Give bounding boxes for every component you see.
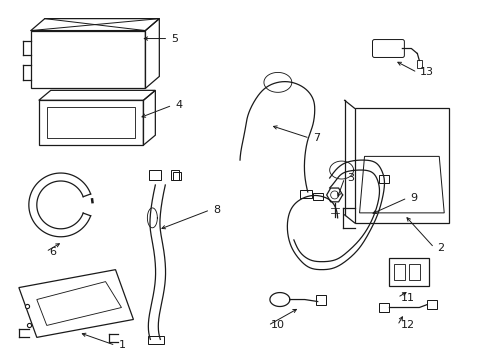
Bar <box>148 336 164 345</box>
Text: 7: 7 <box>312 133 319 143</box>
Text: 12: 12 <box>400 320 414 330</box>
Text: 8: 8 <box>213 205 220 215</box>
Bar <box>315 294 325 305</box>
Text: 13: 13 <box>420 67 433 77</box>
Bar <box>394 264 405 280</box>
Bar <box>408 264 420 280</box>
Text: 10: 10 <box>270 320 285 330</box>
Bar <box>171 170 179 180</box>
Bar <box>379 302 388 312</box>
Text: 3: 3 <box>347 173 354 183</box>
Bar <box>427 300 436 310</box>
Text: 2: 2 <box>436 243 444 253</box>
Bar <box>388 258 428 285</box>
Bar <box>149 170 161 180</box>
Bar <box>416 60 422 68</box>
Bar <box>312 193 322 200</box>
Text: 4: 4 <box>175 100 182 110</box>
Text: 11: 11 <box>400 293 413 302</box>
Text: 5: 5 <box>171 33 178 44</box>
Bar <box>173 172 181 180</box>
Text: 9: 9 <box>409 193 417 203</box>
Text: 1: 1 <box>118 340 125 350</box>
Bar <box>379 175 388 183</box>
Text: 6: 6 <box>49 247 56 257</box>
Bar <box>299 190 311 198</box>
